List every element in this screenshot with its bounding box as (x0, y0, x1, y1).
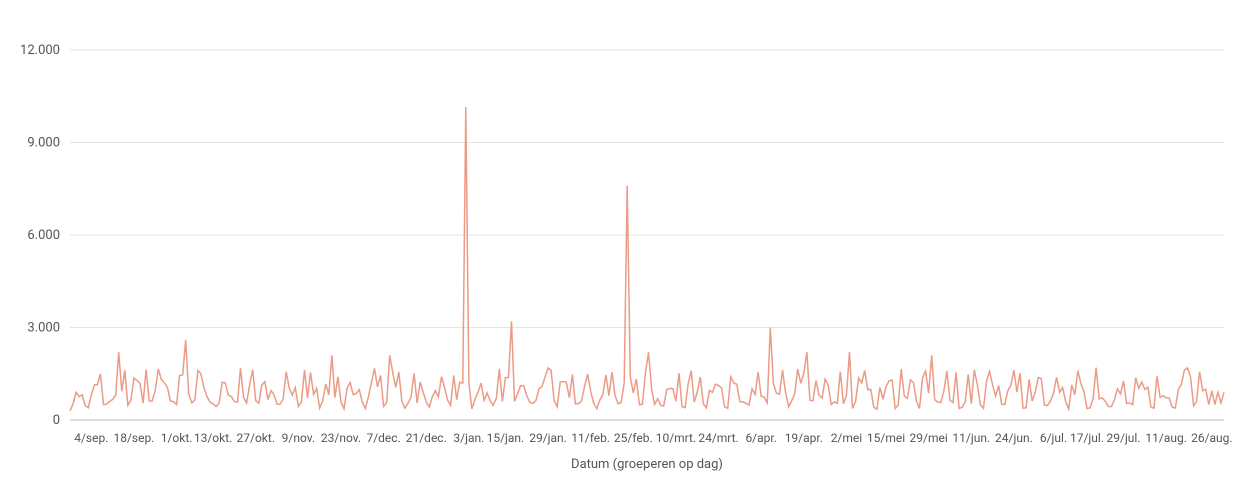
x-tick-label: 26/aug. (1191, 431, 1232, 445)
x-tick-label: 15/mei (867, 431, 905, 445)
y-tick-label: 12.000 (20, 43, 60, 58)
chart-svg: 0 3.000 6.000 9.000 12.000 4/sep. 18/sep. 1/okt… (0, 0, 1242, 500)
x-tick-label: 4/sep. (74, 431, 108, 445)
x-tick-label: 11/feb. (571, 431, 610, 445)
x-tick-label: 9/nov. (282, 431, 315, 445)
x-tick-label: 29/mei (910, 431, 948, 445)
x-tick-label: 11/jun. (952, 431, 990, 445)
x-tick-label: 1/okt. (161, 431, 193, 445)
x-axis-title: Datum (groeperen op dag) (571, 457, 723, 472)
x-tick-label: 24/jun. (995, 431, 1033, 445)
x-tick-label: 18/sep. (113, 431, 154, 445)
x-tick-label: 19/apr. (785, 431, 823, 445)
x-tick-label: 11/aug. (1145, 431, 1186, 445)
line-series (70, 107, 1224, 411)
x-tick-label: 27/okt. (237, 431, 275, 445)
y-tick-label: 3.000 (27, 321, 60, 336)
x-tick-label: 13/okt. (194, 431, 232, 445)
x-tick-label: 21/dec. (406, 431, 447, 445)
x-tick-label: 23/nov. (321, 431, 361, 445)
x-tick-label: 6/apr. (745, 431, 776, 445)
x-tick-label: 25/feb. (614, 431, 653, 445)
x-tick-label: 10/mrt. (656, 431, 696, 445)
y-tick-label: 9.000 (27, 136, 60, 151)
y-tick-label: 6.000 (27, 228, 60, 243)
x-tick-label: 17/jul. (1070, 431, 1104, 445)
x-tick-label: 3/jan. (453, 431, 484, 445)
y-tick-label: 0 (53, 413, 60, 428)
x-tick-label: 29/jul. (1107, 431, 1141, 445)
x-tick-label: 24/mrt. (698, 431, 738, 445)
line-chart: 0 3.000 6.000 9.000 12.000 4/sep. 18/sep. 1/okt… (0, 0, 1242, 500)
x-tick-label: 6/jul. (1040, 431, 1067, 445)
x-tick-label: 7/dec. (366, 431, 400, 445)
x-tick-label: 2/mei (831, 431, 863, 445)
x-tick-label: 15/jan. (487, 431, 525, 445)
x-tick-label: 29/jan. (529, 431, 567, 445)
